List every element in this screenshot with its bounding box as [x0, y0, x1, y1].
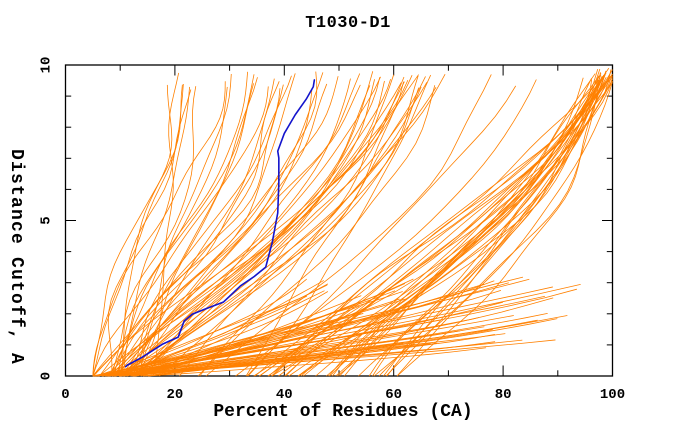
svg-text:5: 5: [39, 216, 55, 224]
svg-text:60: 60: [385, 387, 402, 403]
svg-text:0: 0: [61, 387, 69, 403]
svg-text:0: 0: [39, 372, 55, 380]
svg-text:100: 100: [600, 387, 625, 403]
svg-text:10: 10: [39, 57, 55, 74]
svg-text:20: 20: [166, 387, 183, 403]
svg-text:40: 40: [276, 387, 293, 403]
svg-text:80: 80: [495, 387, 512, 403]
